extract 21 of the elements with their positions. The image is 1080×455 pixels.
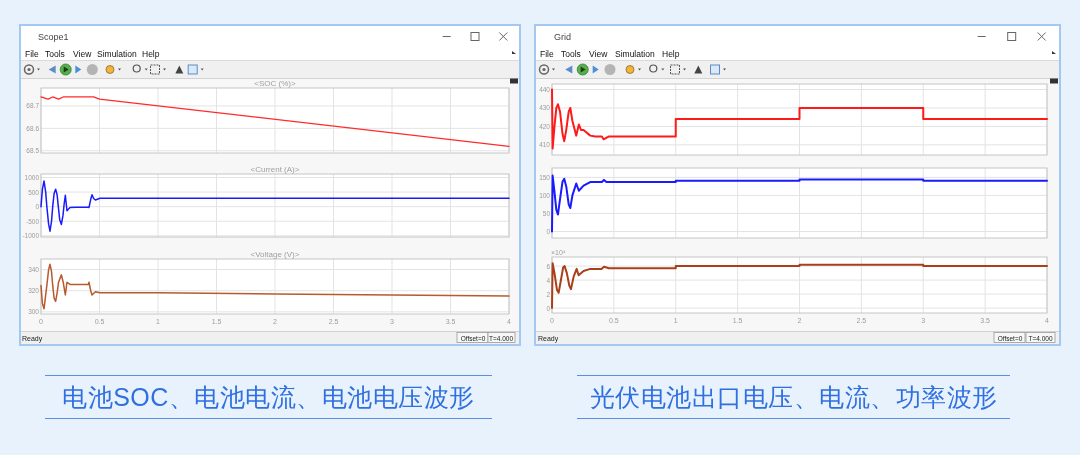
line-series bbox=[551, 88, 1048, 150]
text: 电池SOC、电池电流、电池电压波形 bbox=[62, 383, 475, 411]
text: Help bbox=[142, 49, 160, 59]
text: Tools bbox=[45, 49, 65, 59]
line-series bbox=[551, 262, 1048, 310]
text: File bbox=[540, 49, 554, 59]
text: Simulation bbox=[97, 49, 137, 59]
text: File bbox=[25, 49, 39, 59]
text: View bbox=[589, 49, 609, 59]
chart-title: <Current (A)> bbox=[250, 165, 300, 174]
text: View bbox=[73, 49, 93, 59]
text: Scope1 bbox=[38, 32, 69, 42]
text: Simulation bbox=[615, 49, 655, 59]
line-series bbox=[40, 180, 510, 232]
chart-title: <Voltage (V)> bbox=[250, 250, 300, 259]
text: 光伏电池出口电压、电流、功率波形 bbox=[589, 383, 998, 411]
text: Grid bbox=[554, 32, 572, 42]
text: Help bbox=[662, 49, 680, 59]
text: Tools bbox=[561, 49, 581, 59]
line-series bbox=[551, 174, 1048, 233]
chart-title: <SOC (%)> bbox=[254, 79, 296, 88]
